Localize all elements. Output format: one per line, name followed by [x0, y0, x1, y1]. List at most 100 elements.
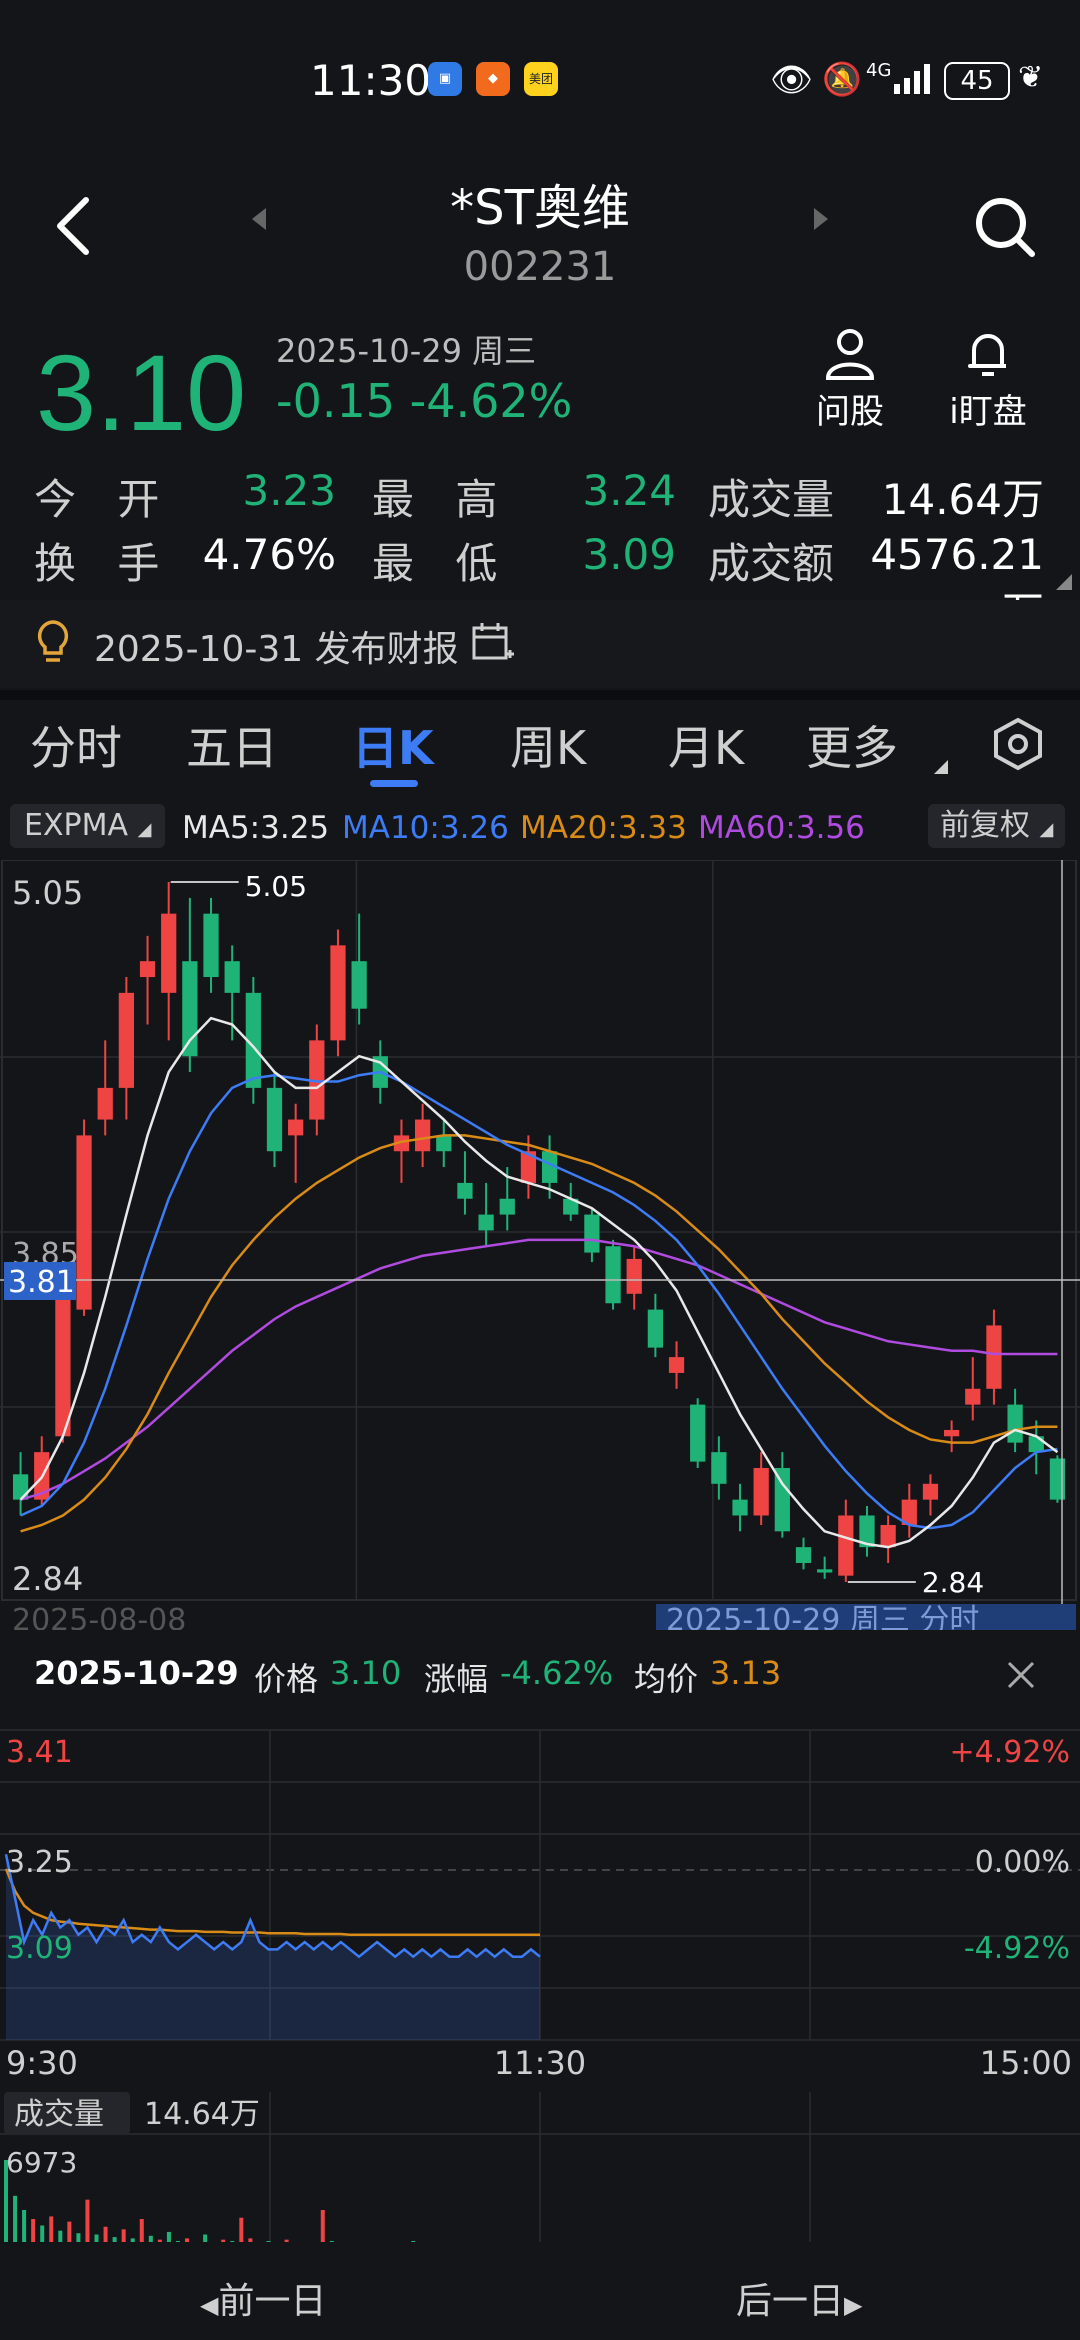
ma60-line — [20, 1238, 1058, 1501]
candle-body — [245, 992, 261, 1088]
intraday-high: 3.41 — [6, 1735, 73, 1770]
candle-body — [668, 1357, 685, 1373]
detail-avg-label: 均价 — [634, 1660, 699, 1698]
mute-icon: 🔕 — [822, 60, 862, 98]
indicator-label: EXPMA — [24, 808, 129, 843]
status-time: 11:30 — [310, 56, 432, 105]
indicator-selector[interactable]: EXPMA ◢ — [10, 804, 166, 848]
volume-bar — [139, 2219, 144, 2242]
tab-five-day[interactable]: 五日 — [186, 721, 278, 775]
candle-body — [753, 1467, 769, 1516]
volume-bar — [76, 2233, 81, 2242]
stock-code: 002231 — [463, 244, 617, 290]
active-tab-indicator — [370, 780, 418, 787]
candle-body — [203, 913, 219, 978]
volume-bar — [22, 2209, 27, 2242]
candle-body — [859, 1515, 875, 1548]
volume-bar — [103, 2226, 108, 2242]
end-date-badge — [656, 1604, 1076, 1630]
caret-left-icon: ◀ — [200, 2291, 219, 2319]
grid-frame — [1, 860, 1077, 1601]
tab-intraday[interactable]: 分时 — [30, 721, 122, 775]
candle-body — [457, 1182, 473, 1199]
candle-body — [901, 1499, 917, 1525]
kline-ma-lines — [19, 1016, 1059, 1549]
candle-body — [838, 1515, 854, 1576]
tab-weekly-k[interactable]: 周K — [510, 721, 587, 775]
dropdown-icon: ◢ — [1039, 819, 1054, 840]
volume-bar — [284, 2239, 289, 2242]
watch-button[interactable]: i盯盘 — [938, 326, 1038, 433]
expand-corner-icon[interactable] — [1056, 574, 1072, 590]
amount-label: 成交额 — [708, 539, 835, 588]
price-line — [4, 1854, 541, 1959]
kline-chart[interactable]: 5.05 2.84 3.85 3.81 5.05 2.84 2025-08-08… — [0, 860, 1080, 1630]
candle-body — [647, 1309, 663, 1348]
volume-bar — [175, 2240, 180, 2242]
tab-more[interactable]: 更多 — [806, 721, 898, 775]
back-icon[interactable] — [52, 196, 96, 256]
app-icon: ▣ — [428, 62, 462, 96]
candle-body — [76, 1135, 92, 1310]
volume-value: 14.64万 — [881, 475, 1044, 524]
intraday-low-pct: -4.92% — [964, 1931, 1070, 1966]
network-label: 4G — [866, 60, 892, 81]
volume-bar — [94, 2234, 99, 2242]
divider — [0, 690, 1080, 700]
candle-body — [499, 1198, 515, 1215]
high-value: 3.24 — [582, 466, 676, 515]
tab-daily-k[interactable]: 日K — [352, 721, 434, 775]
next-day-label: 后一日 — [736, 2281, 845, 2322]
volume-bar — [230, 2240, 235, 2242]
stock-name: *ST奥维 — [450, 180, 630, 236]
ma5-line — [19, 1016, 1059, 1549]
volume-bar — [58, 2230, 63, 2242]
volume-label: 成交量 — [708, 475, 835, 524]
next-day-button[interactable]: 后一日▶ — [736, 2272, 862, 2324]
price-area — [6, 1854, 540, 2040]
candle-body — [309, 1040, 325, 1120]
change-pct: -4.62% — [409, 374, 573, 428]
volume-bar — [148, 2235, 153, 2242]
meituan-icon: 美团 — [524, 62, 558, 96]
detail-date: 2025-10-29 — [34, 1654, 239, 1692]
volume-bar — [248, 2238, 253, 2242]
candle-body — [478, 1214, 494, 1231]
prev-day-label: 前一日 — [218, 2281, 327, 2322]
candle-body — [415, 1119, 431, 1152]
candle-body — [55, 1293, 71, 1437]
current-price: 3.10 — [36, 332, 247, 453]
candle-body — [161, 913, 177, 993]
turnover-value: 4.76% — [202, 530, 336, 579]
volume-bar — [85, 2199, 90, 2242]
volume-bar — [185, 2238, 190, 2242]
close-icon[interactable] — [1006, 1660, 1036, 1690]
start-date-label: 2025-08-08 — [12, 1603, 186, 1630]
volume-total: 14.64万 — [144, 2097, 260, 2132]
candle-body — [1007, 1404, 1023, 1443]
kline-candles — [12, 882, 1066, 1582]
status-bar: 11:30 ▣ ◆ 美团 👁 🔕 4G 45 ❦ — [0, 0, 1080, 150]
intraday-chart[interactable]: 3.41 +4.92% 3.25 0.00% 3.09 -4.92% 9:30 … — [0, 1722, 1080, 2242]
next-stock-icon[interactable] — [812, 206, 830, 232]
candle-body — [584, 1214, 600, 1253]
prev-stock-icon[interactable] — [250, 206, 268, 232]
adjust-selector[interactable]: 前复权 ◢ — [928, 804, 1066, 848]
ask-stock-button[interactable]: 问股 — [810, 326, 890, 433]
candle-body — [97, 1087, 113, 1120]
app-icon: ◆ — [476, 62, 510, 96]
candle-body — [711, 1452, 727, 1484]
intraday-grid — [0, 1729, 1080, 2242]
volume-bar — [157, 2239, 162, 2242]
search-icon[interactable] — [974, 196, 1038, 260]
candle-body — [393, 1135, 410, 1152]
tab-monthly-k[interactable]: 月K — [668, 721, 745, 775]
earnings-notice[interactable]: 2025-10-31 发布财报 — [0, 600, 1080, 688]
prev-day-button[interactable]: ◀前一日 — [200, 2272, 326, 2324]
calendar-add-icon[interactable] — [470, 620, 514, 664]
watch-label: i盯盘 — [949, 392, 1027, 432]
candle-body — [520, 1151, 537, 1183]
settings-hex-icon[interactable] — [990, 716, 1046, 772]
volume-max-label: 6973 — [6, 2146, 77, 2179]
volume-bar — [411, 2240, 416, 2242]
